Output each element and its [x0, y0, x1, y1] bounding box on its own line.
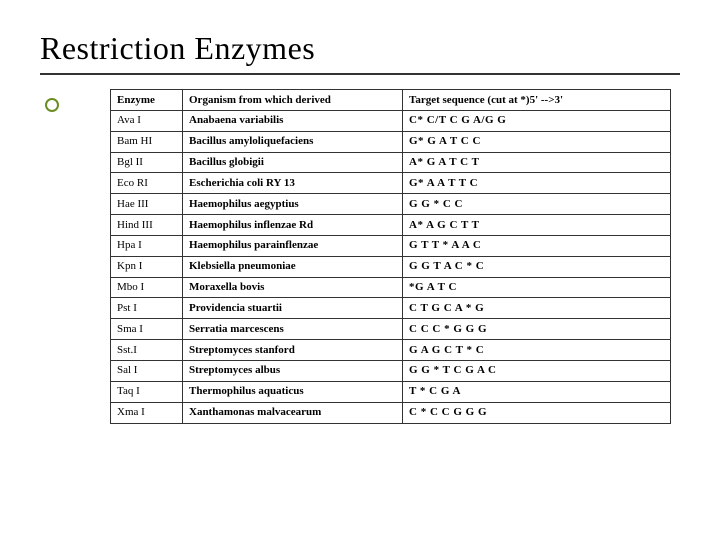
- cell-organism: Klebsiella pneumoniae: [183, 256, 403, 277]
- cell-target: G* G A T C C: [403, 131, 671, 152]
- cell-enzyme: Sal I: [111, 360, 183, 381]
- cell-enzyme: Sma I: [111, 319, 183, 340]
- cell-target: T * C G A: [403, 381, 671, 402]
- cell-organism: Anabaena variabilis: [183, 110, 403, 131]
- cell-organism: Haemophilus parainflenzae: [183, 235, 403, 256]
- cell-organism: Streptomyces stanford: [183, 340, 403, 361]
- cell-enzyme: Ava I: [111, 110, 183, 131]
- cell-target: A* A G C T T: [403, 215, 671, 236]
- cell-target: G* A A T T C: [403, 173, 671, 194]
- table-row: Sst.IStreptomyces stanfordG A G C T * C: [111, 340, 671, 361]
- table-row: Sal IStreptomyces albusG G * T C G A C: [111, 360, 671, 381]
- table-row: Hind IIIHaemophilus inflenzae RdA* A G C…: [111, 215, 671, 236]
- table-row: Bam HIBacillus amyloliquefaciensG* G A T…: [111, 131, 671, 152]
- cell-target: C* C/T C G A/G G: [403, 110, 671, 131]
- cell-organism: Haemophilus inflenzae Rd: [183, 215, 403, 236]
- cell-target: G G * C C: [403, 194, 671, 215]
- cell-target: G G T A C * C: [403, 256, 671, 277]
- table-row: Sma ISerratia marcescensC C C * G G G: [111, 319, 671, 340]
- table-row: Bgl IIBacillus globigiiA* G A T C T: [111, 152, 671, 173]
- cell-enzyme: Bam HI: [111, 131, 183, 152]
- table-row: Mbo IMoraxella bovis*G A T C: [111, 277, 671, 298]
- cell-enzyme: Hae III: [111, 194, 183, 215]
- cell-organism: Providencia stuartii: [183, 298, 403, 319]
- cell-enzyme: Hind III: [111, 215, 183, 236]
- restriction-enzymes-table: Enzyme Organism from which derived Targe…: [110, 89, 671, 424]
- title-underline: [40, 73, 680, 75]
- cell-enzyme: Sst.I: [111, 340, 183, 361]
- cell-target: C C C * G G G: [403, 319, 671, 340]
- table-row: Kpn IKlebsiella pneumoniaeG G T A C * C: [111, 256, 671, 277]
- cell-organism: Streptomyces albus: [183, 360, 403, 381]
- table-header-row: Enzyme Organism from which derived Targe…: [111, 90, 671, 111]
- col-header-target: Target sequence (cut at *)5' -->3': [403, 90, 671, 111]
- cell-enzyme: Mbo I: [111, 277, 183, 298]
- cell-organism: Serratia marcescens: [183, 319, 403, 340]
- cell-organism: Thermophilus aquaticus: [183, 381, 403, 402]
- cell-target: *G A T C: [403, 277, 671, 298]
- cell-organism: Bacillus globigii: [183, 152, 403, 173]
- cell-enzyme: Pst I: [111, 298, 183, 319]
- table-row: Hpa IHaemophilus parainflenzaeG T T * A …: [111, 235, 671, 256]
- cell-enzyme: Eco RI: [111, 173, 183, 194]
- col-header-organism: Organism from which derived: [183, 90, 403, 111]
- cell-organism: Bacillus amyloliquefaciens: [183, 131, 403, 152]
- cell-target: C * C C G G G: [403, 402, 671, 423]
- cell-enzyme: Hpa I: [111, 235, 183, 256]
- cell-organism: Moraxella bovis: [183, 277, 403, 298]
- cell-target: A* G A T C T: [403, 152, 671, 173]
- cell-target: G G * T C G A C: [403, 360, 671, 381]
- table-row: Hae IIIHaemophilus aegyptiusG G * C C: [111, 194, 671, 215]
- cell-target: G A G C T * C: [403, 340, 671, 361]
- table-container: Enzyme Organism from which derived Targe…: [110, 89, 670, 424]
- cell-organism: Escherichia coli RY 13: [183, 173, 403, 194]
- cell-target: G T T * A A C: [403, 235, 671, 256]
- cell-target: C T G C A * G: [403, 298, 671, 319]
- table-row: Pst IProvidencia stuartiiC T G C A * G: [111, 298, 671, 319]
- table-row: Taq IThermophilus aquaticusT * C G A: [111, 381, 671, 402]
- table-row: Xma IXanthamonas malvacearumC * C C G G …: [111, 402, 671, 423]
- slide: Restriction Enzymes Enzyme Organism from…: [0, 0, 720, 540]
- cell-organism: Haemophilus aegyptius: [183, 194, 403, 215]
- table-row: Eco RIEscherichia coli RY 13G* A A T T C: [111, 173, 671, 194]
- cell-enzyme: Xma I: [111, 402, 183, 423]
- bullet-icon: [45, 98, 59, 112]
- table-row: Ava IAnabaena variabilisC* C/T C G A/G G: [111, 110, 671, 131]
- table-body: Ava IAnabaena variabilisC* C/T C G A/G G…: [111, 110, 671, 423]
- cell-enzyme: Taq I: [111, 381, 183, 402]
- cell-organism: Xanthamonas malvacearum: [183, 402, 403, 423]
- cell-enzyme: Bgl II: [111, 152, 183, 173]
- col-header-enzyme: Enzyme: [111, 90, 183, 111]
- page-title: Restriction Enzymes: [40, 30, 680, 67]
- cell-enzyme: Kpn I: [111, 256, 183, 277]
